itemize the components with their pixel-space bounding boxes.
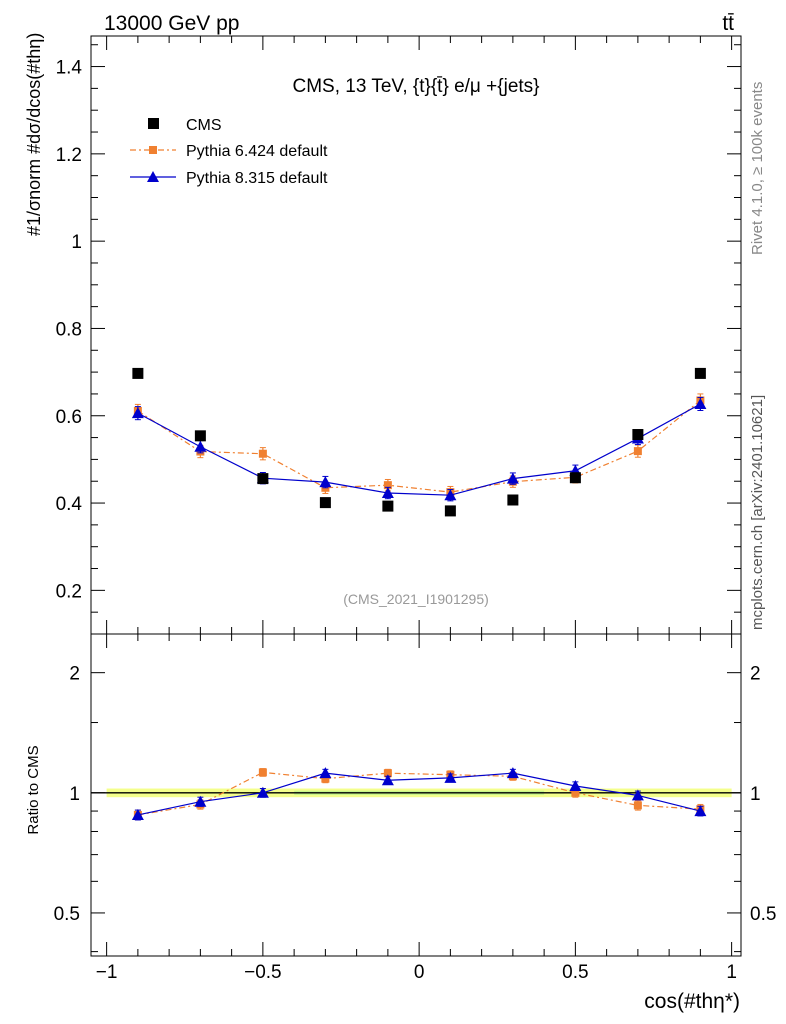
cms-point-main — [257, 473, 269, 485]
cms-point-main — [382, 500, 394, 512]
pythia8-point-main — [131, 407, 144, 419]
x-tick-label: 0 — [414, 962, 425, 983]
cms-point-main — [507, 494, 519, 506]
legend-label-pythia8: Pythia 8.315 default — [186, 170, 328, 187]
y-tick-label-ratio-left: 1 — [69, 784, 80, 805]
pythia8-point-main — [506, 472, 519, 484]
pythia8-point-ratio — [569, 780, 582, 792]
x-tick-label: 0.5 — [562, 962, 588, 983]
y-tick-label-main: 1 — [71, 232, 82, 253]
cms-point-main — [694, 367, 706, 379]
pythia6-point-ratio — [258, 768, 267, 777]
pythia6-point-main — [383, 481, 392, 490]
series-layer — [131, 367, 707, 821]
legend-marker-pythia8 — [147, 171, 159, 182]
pythia8-point-ratio — [506, 767, 519, 779]
pythia8-point-ratio — [381, 774, 394, 786]
cms-point-main — [569, 472, 581, 484]
header-right: tt̄ — [722, 12, 734, 35]
chart-title: CMS, 13 TeV, {t}{t̄} e/μ +{jets} — [292, 76, 539, 97]
y-axis-label-ratio: Ratio to CMS — [25, 745, 42, 834]
x-tick-label: −1 — [96, 962, 118, 983]
pythia8-point-ratio — [694, 805, 707, 817]
legend-marker-cms — [148, 118, 159, 129]
legend-label-pythia6: Pythia 6.424 default — [186, 143, 328, 160]
axes: −1 −0.5 0 0.5 1 0.2 0.4 0.6 0.8 1 1.2 1.4 0.5 0.5 1 1 2 2 — [54, 36, 776, 983]
analysis-id: (CMS_2021_I1901295) — [343, 591, 489, 607]
pythia8-line-main — [137, 403, 701, 496]
y-tick-label-ratio-left: 2 — [69, 664, 80, 685]
pythia6-point-ratio — [571, 788, 580, 797]
y-tick-label-main: 1.2 — [56, 145, 82, 166]
pythia8-point-ratio — [194, 795, 207, 807]
x-axis-label: cos(#thη*) — [644, 990, 740, 1013]
y-tick-label-main: 1.4 — [56, 58, 83, 79]
pythia6-point-ratio — [383, 769, 392, 778]
cms-point-main — [319, 497, 331, 509]
pythia8-point-ratio — [319, 767, 332, 779]
pythia6-line-ratio — [137, 771, 701, 816]
y-tick-label-main: 0.4 — [56, 494, 83, 515]
pythia6-point-ratio — [321, 774, 330, 783]
pythia8-point-main — [194, 440, 207, 452]
y-tick-label-main: 0.6 — [56, 407, 82, 428]
y-tick-label-ratio-right: 1 — [750, 784, 761, 805]
legend-marker-pythia6 — [149, 146, 157, 154]
header-left: 13000 GeV pp — [104, 12, 239, 35]
pythia8-point-main — [319, 476, 332, 488]
pythia8-point-main — [694, 397, 707, 409]
y-tick-label-ratio-left: 0.5 — [54, 904, 80, 925]
y-tick-label-main: 0.8 — [56, 319, 82, 340]
pythia8-point-main — [381, 487, 394, 499]
pythia8-line-ratio — [137, 772, 701, 816]
x-tick-label: −0.5 — [244, 962, 282, 983]
legend-label-cms: CMS — [186, 117, 222, 134]
pythia6-point-ratio — [633, 801, 642, 810]
pythia6-point-main — [633, 447, 642, 456]
rivet-label: Rivet 4.1.0, ≥ 100k events — [749, 82, 766, 255]
mcplots-label: mcplots.cern.ch [arXiv:2401.10621] — [749, 395, 766, 630]
pythia6-point-main — [258, 449, 267, 458]
pythia8-point-ratio — [256, 786, 269, 798]
y-axis-label-main: #1/σnorm #dσ/dcos(#thη) — [24, 33, 44, 236]
legend: CMS Pythia 6.424 default Pythia 8.315 de… — [130, 117, 328, 187]
ratio-bands — [91, 788, 741, 798]
pythia8-point-ratio — [631, 789, 644, 801]
cms-point-main — [132, 367, 144, 379]
y-tick-label-ratio-right: 2 — [750, 664, 761, 685]
pythia8-point-ratio — [131, 808, 144, 820]
ratio-panel-frame — [90, 633, 742, 957]
cms-point-main — [194, 430, 206, 442]
pythia6-line-main — [137, 400, 701, 493]
cms-point-main — [444, 505, 456, 517]
pythia8-point-main — [444, 489, 457, 501]
y-tick-label-ratio-right: 0.5 — [750, 904, 776, 925]
y-tick-label-main: 0.2 — [56, 581, 82, 602]
pythia8-point-ratio — [444, 771, 457, 783]
x-tick-label: 1 — [726, 962, 737, 983]
cms-point-main — [632, 429, 644, 441]
